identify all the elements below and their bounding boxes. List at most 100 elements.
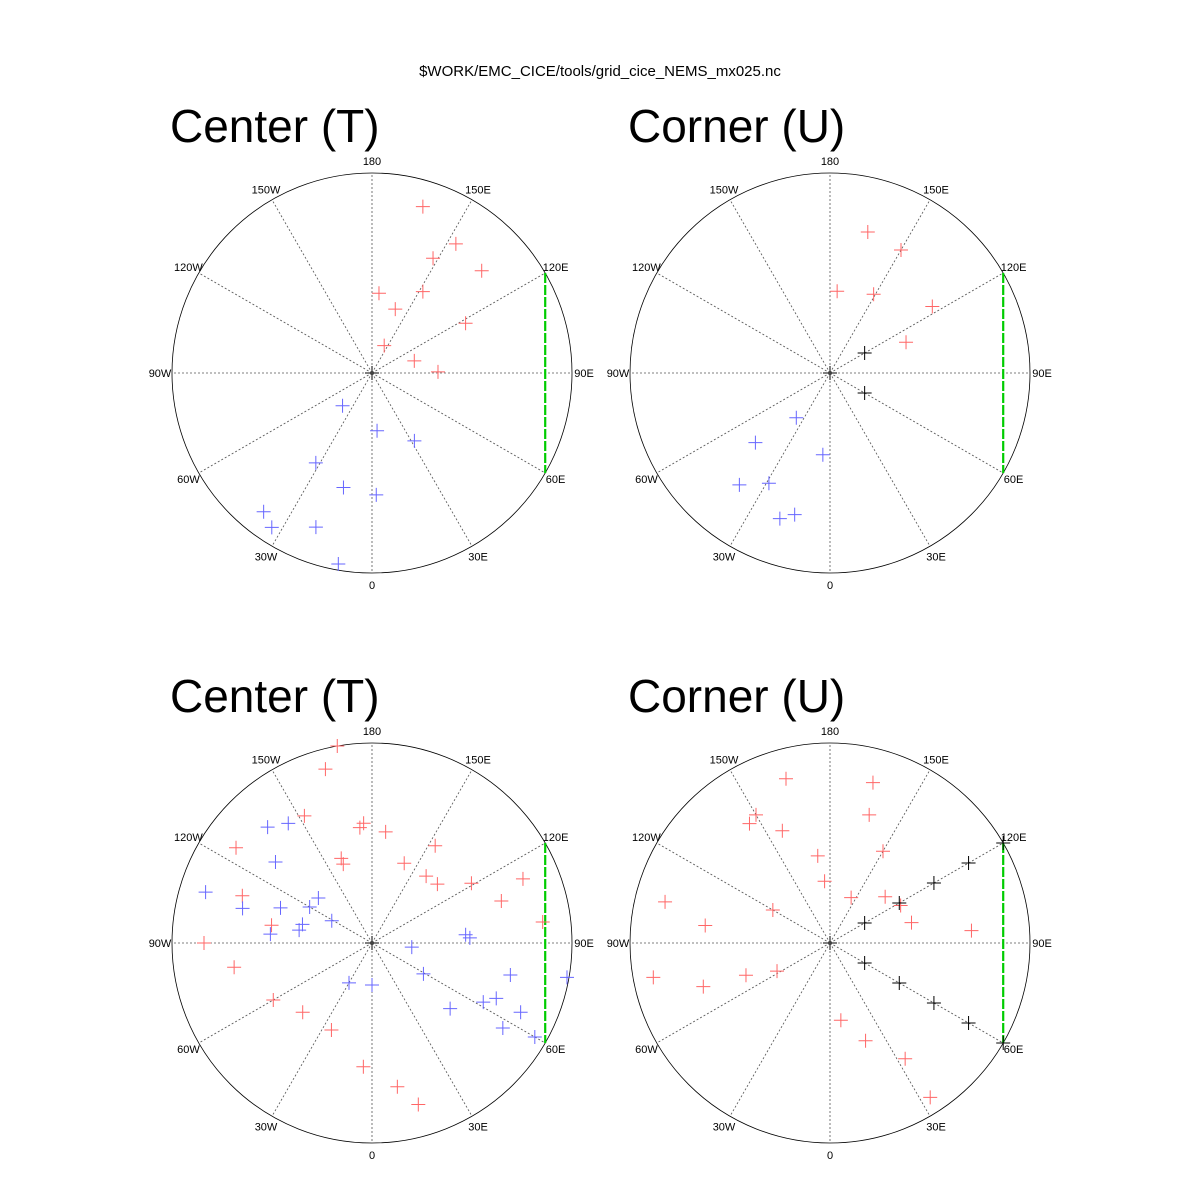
lon-label-180: 180 [821,156,839,168]
red-marker [377,338,392,353]
blue-marker [787,507,802,522]
lon-label-60E: 60E [546,1044,566,1056]
blue-marker [748,435,763,450]
plot-3-title: Center (T) [170,670,380,722]
pole-dot [370,941,374,945]
red-marker [494,893,509,908]
meridian-30W [729,942,831,1117]
red-marker [352,820,367,835]
meridian-60W [656,942,831,1044]
red-marker [458,316,473,331]
red-marker [415,284,430,299]
lon-label-180: 180 [821,726,839,738]
red-marker [833,1013,848,1028]
red-marker [742,816,757,831]
lon-label-60E: 60E [1004,474,1024,486]
blue-marker [308,455,323,470]
meridian-120W [656,272,831,374]
meridian-150W [271,769,373,944]
polar-plot-1: Center (T) 0 30E 60E 90E 120E 150E 180 150W 120W… [149,100,594,592]
black-marker [857,346,872,360]
lon-label-120W: 120W [174,262,203,274]
blue-marker [407,433,422,448]
meridian-30W [271,372,373,547]
lon-label-0: 0 [827,580,833,592]
lon-label-90W: 90W [607,368,630,380]
red-marker [264,918,279,933]
red-marker [765,903,780,917]
lon-label-30W: 30W [255,552,278,564]
red-marker [775,823,790,838]
red-marker [330,739,345,754]
lon-label-90E: 90E [574,368,594,380]
red-marker [229,840,244,855]
blue-marker [443,1001,458,1016]
polar-ring [629,172,1031,574]
red-marker [297,808,312,823]
pole-dot [828,371,832,375]
meridian-60E [829,942,1004,1044]
red-marker [830,284,845,299]
red-marker [904,915,919,930]
meridian-60E [829,372,1004,474]
meridian-150E [371,199,473,374]
meridian-60E [371,942,546,1044]
lon-label-0: 0 [369,1150,375,1162]
lon-label-60W: 60W [177,1044,200,1056]
red-marker [356,1059,371,1074]
lon-label-150E: 150E [465,754,491,766]
meridian-150E [829,769,931,944]
blue-marker [263,927,278,942]
lon-label-150E: 150E [923,754,949,766]
red-marker [397,856,412,871]
lon-label-60W: 60W [177,474,200,486]
lon-label-90W: 90W [607,938,630,950]
lon-label-120E: 120E [1001,262,1027,274]
red-marker [197,936,211,950]
blue-marker [324,913,339,928]
black-marker [892,976,907,990]
plot-2-title: Corner (U) [628,100,845,152]
black-marker [961,1016,976,1030]
red-marker [407,353,422,368]
blue-marker [789,410,804,425]
red-marker [388,302,403,317]
lon-label-150E: 150E [923,184,949,196]
blue-marker [256,504,271,519]
polar-ring [629,742,1031,1144]
blue-marker [308,520,323,535]
lon-label-30W: 30W [713,552,736,564]
meridian-120W [656,842,831,944]
red-marker [324,1023,339,1038]
black-marker [926,876,941,890]
blue-marker [815,447,830,462]
red-marker [415,199,430,214]
red-marker [698,918,713,933]
red-marker [817,874,832,889]
red-marker [696,979,711,994]
blue-marker [370,423,385,438]
red-marker [295,1005,310,1020]
red-marker [878,889,893,904]
meridian-30E [829,942,931,1117]
lon-label-120E: 120E [543,832,569,844]
meridian-60E [371,372,546,474]
lon-label-90W: 90W [149,938,172,950]
lon-label-30E: 30E [468,552,488,564]
meridian-30W [271,942,373,1117]
red-marker [419,869,434,884]
blue-marker [335,398,350,413]
lon-label-150W: 150W [252,754,281,766]
red-marker [964,923,979,938]
lon-label-30W: 30W [255,1122,278,1134]
red-marker [862,807,877,822]
red-marker [810,848,825,863]
red-marker [430,364,445,379]
red-marker [876,844,890,859]
meridian-60W [656,372,831,474]
meridian-150W [729,769,831,944]
blue-marker [772,511,787,526]
red-marker [266,993,281,1007]
blue-marker [302,900,317,914]
